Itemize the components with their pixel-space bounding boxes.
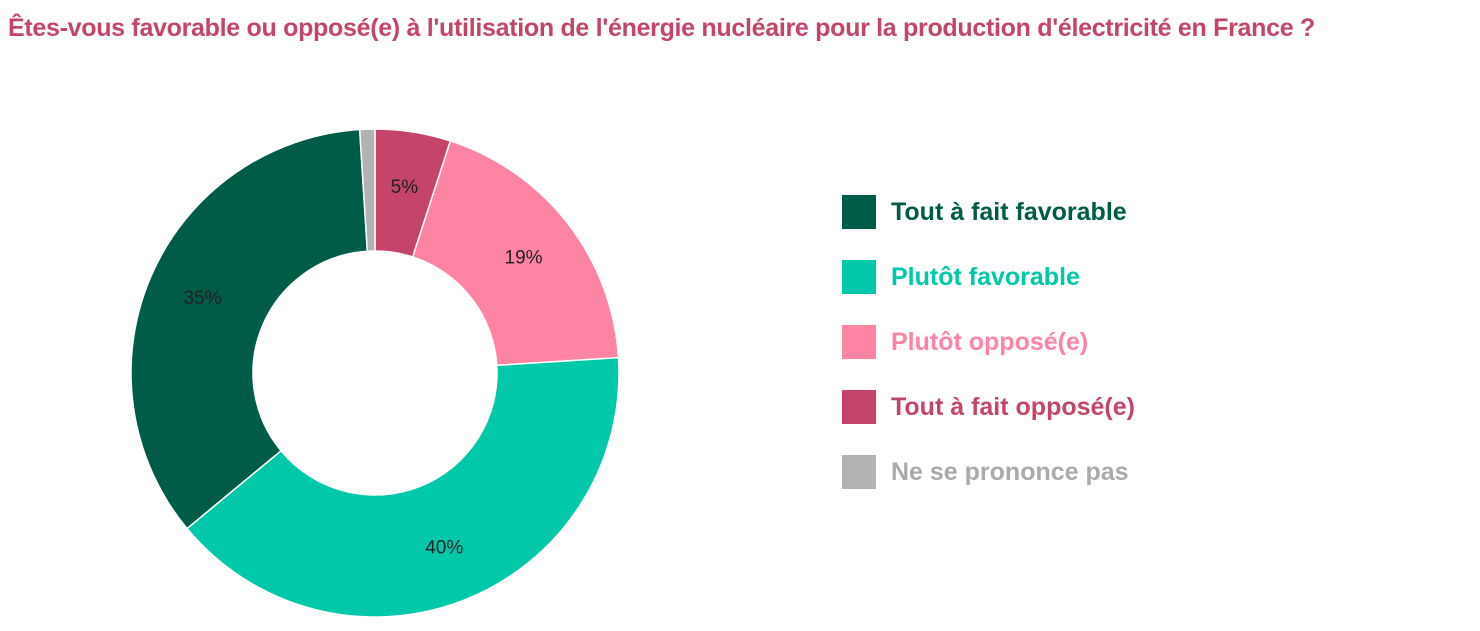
donut-slice-4 [358, 128, 376, 253]
donut-chart: 5% 19% 40% 35% [130, 128, 620, 618]
legend-label: Tout à fait favorable [891, 197, 1127, 226]
legend-swatch [842, 260, 876, 294]
legend-item-3: Tout à fait opposé(e) [842, 390, 1135, 424]
legend-item-2: Plutôt opposé(e) [842, 325, 1135, 359]
donut-slice-1 [411, 139, 620, 367]
legend-swatch [842, 325, 876, 359]
legend-item-1: Plutôt favorable [842, 260, 1135, 294]
legend-label: Ne se prononce pas [891, 457, 1129, 486]
slice-value-label-1: 19% [505, 247, 543, 268]
legend-item-4: Ne se prononce pas [842, 455, 1135, 489]
donut-slice-3 [130, 128, 369, 530]
chart-legend: Tout à fait favorable Plutôt favorable Plu… [842, 195, 1135, 520]
slice-value-label-0: 5% [391, 177, 419, 198]
slice-value-label-3: 35% [183, 288, 221, 309]
legend-swatch [842, 455, 876, 489]
legend-item-0: Tout à fait favorable [842, 195, 1135, 229]
chart-title: Êtes-vous favorable ou opposé(e) à l'uti… [8, 14, 1315, 42]
donut-slice-2 [185, 356, 620, 618]
legend-swatch [842, 195, 876, 229]
slice-value-label-2: 40% [425, 537, 463, 558]
legend-label: Plutôt opposé(e) [891, 327, 1089, 356]
legend-swatch [842, 390, 876, 424]
legend-label: Tout à fait opposé(e) [891, 392, 1135, 421]
legend-label: Plutôt favorable [891, 262, 1080, 291]
